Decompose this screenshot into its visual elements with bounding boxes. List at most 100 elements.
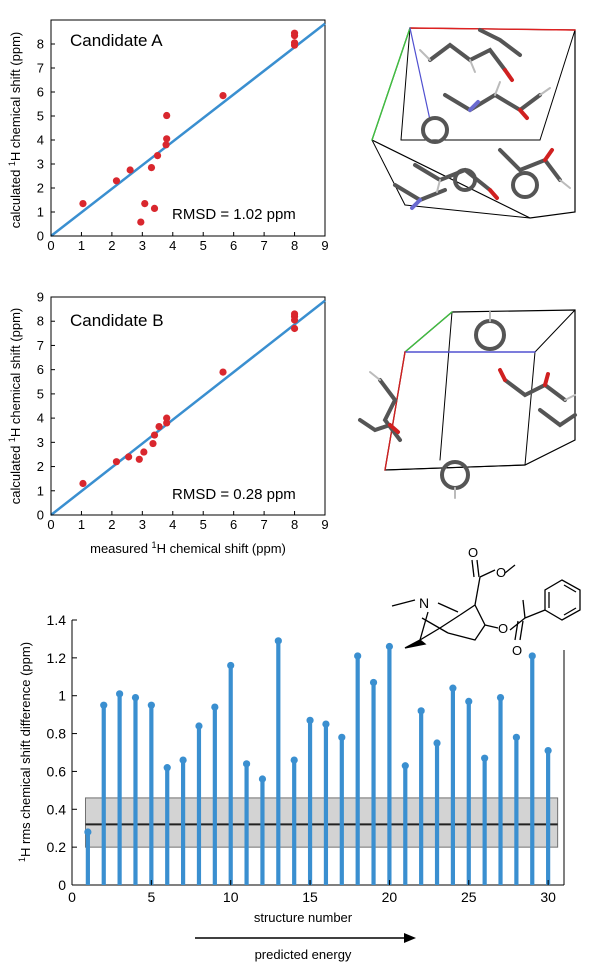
y-tick-label: 0.4 — [47, 801, 67, 817]
data-point — [135, 455, 143, 463]
data-point — [163, 414, 171, 422]
stem-marker — [401, 762, 409, 770]
secondary-x-axis-label: predicted energy — [255, 947, 352, 962]
stem-marker — [417, 707, 425, 715]
x-tick-label: 10 — [223, 889, 239, 905]
y-tick-label: 0 — [37, 229, 44, 244]
fit-line-segment — [50, 299, 326, 516]
data-point — [153, 152, 162, 160]
y-tick-label: 1.2 — [47, 650, 67, 666]
data-point — [147, 164, 156, 172]
x-tick-label: 15 — [302, 889, 318, 905]
atom-o-label: O — [512, 643, 522, 658]
data-point — [126, 166, 134, 174]
data-point — [140, 448, 148, 456]
crystal-structure-b-image — [358, 309, 577, 499]
x-tick-label: 6 — [230, 517, 237, 532]
y-tick-label: 8 — [37, 314, 44, 329]
y-tick-label: 2 — [37, 459, 44, 474]
stem-marker — [211, 703, 219, 711]
stem-marker — [528, 652, 536, 660]
y-axis-label: calculated 1H chemical shift (ppm) — [7, 32, 23, 228]
stem-marker — [258, 775, 267, 783]
x-tick-label: 8 — [291, 517, 298, 532]
x-tick-label: 2 — [108, 517, 115, 532]
data-point — [219, 92, 227, 100]
stem-marker — [322, 720, 330, 728]
stem-marker — [147, 701, 155, 709]
y-tick-label: 0 — [37, 508, 44, 523]
y-tick-label: 7 — [37, 61, 44, 76]
data-point — [155, 422, 163, 431]
atom-o-label: O — [496, 565, 506, 580]
stem-marker — [290, 756, 298, 764]
chart-title: Candidate A — [70, 31, 163, 50]
stem-marker — [433, 739, 441, 747]
x-tick-label: 30 — [540, 889, 556, 905]
data-point — [125, 453, 133, 461]
y-tick-label: 4 — [37, 133, 44, 148]
rmsd-annotation: RMSD = 0.28 ppm — [172, 486, 296, 503]
x-tick-label: 5 — [200, 517, 207, 532]
y-tick-label: 0 — [58, 877, 66, 893]
x-tick-label: 2 — [108, 238, 115, 253]
stem-marker — [242, 760, 251, 768]
stem-marker — [465, 697, 473, 705]
rmsd-annotation: RMSD = 1.02 ppm — [172, 206, 296, 223]
stem-marker — [116, 690, 124, 698]
y-tick-label: 1 — [58, 688, 66, 704]
data-point — [79, 200, 87, 208]
y-tick-label: 4 — [37, 411, 44, 426]
data-point — [137, 218, 145, 226]
y-axis-label: calculated 1H chemical shift (ppm) — [7, 308, 23, 504]
molecule-structure-image: N O O O O — [391, 545, 581, 658]
y-tick-label: 1 — [37, 205, 44, 220]
stem-marker — [306, 716, 314, 724]
atom-o-label: O — [468, 545, 478, 560]
plot-frame — [50, 296, 326, 516]
x-tick-label: 1 — [78, 238, 85, 253]
data-point — [112, 177, 121, 185]
data-point — [150, 431, 159, 439]
stem-marker — [369, 678, 378, 687]
stem-marker — [544, 747, 552, 755]
data-point — [290, 324, 299, 333]
data-point — [112, 458, 121, 466]
stem-marker — [449, 684, 457, 692]
stem-marker — [195, 722, 203, 730]
fit-line-segment — [50, 22, 326, 237]
stem-marker — [179, 756, 187, 764]
x-tick-label: 7 — [260, 517, 267, 532]
stem-marker — [100, 701, 108, 709]
data-point — [290, 29, 299, 37]
y-tick-label: 5 — [37, 386, 44, 401]
y-tick-label: 2 — [37, 181, 44, 196]
x-tick-label: 3 — [139, 238, 146, 253]
x-tick-label: 6 — [230, 238, 237, 253]
atom-o-label: O — [498, 621, 508, 636]
x-tick-label: 0 — [47, 517, 54, 532]
energy-arrow-head — [404, 933, 416, 943]
crystal-structure-a-image — [371, 27, 576, 219]
chart-title: Candidate B — [70, 311, 164, 330]
y-tick-label: 7 — [37, 338, 44, 353]
x-tick-label: 9 — [321, 517, 328, 532]
std-dev-band — [84, 797, 559, 848]
y-tick-label: 3 — [37, 435, 44, 450]
y-tick-label: 6 — [37, 362, 44, 377]
x-tick-label: 25 — [461, 889, 477, 905]
y-tick-label: 3 — [37, 157, 44, 172]
y-axis-label: 1H rms chemical shift difference (ppm) — [17, 642, 33, 862]
scatter-chart-candidate-a: 0 1 2 3 4 5 6 7 8 9 0 1 2 3 4 5 6 7 8 Candidate A RMSD = 1… — [7, 19, 329, 253]
y-tick-label: 1 — [37, 483, 44, 498]
stem-chart-rms-difference: 0 5 10 15 20 25 30 0 0.2 0.4 0.6 0.8 1 1.2 1.4 1H rms … — [17, 612, 565, 962]
stem-marker — [163, 764, 171, 772]
y-tick-label: 1.4 — [47, 612, 67, 628]
y-tick-label: 8 — [37, 37, 44, 52]
data-point — [141, 200, 149, 208]
x-tick-label: 4 — [169, 238, 176, 253]
y-tick-label: 9 — [37, 290, 44, 305]
stem-marker — [338, 733, 346, 741]
x-tick-label: 3 — [139, 517, 146, 532]
stem-marker — [131, 694, 140, 702]
